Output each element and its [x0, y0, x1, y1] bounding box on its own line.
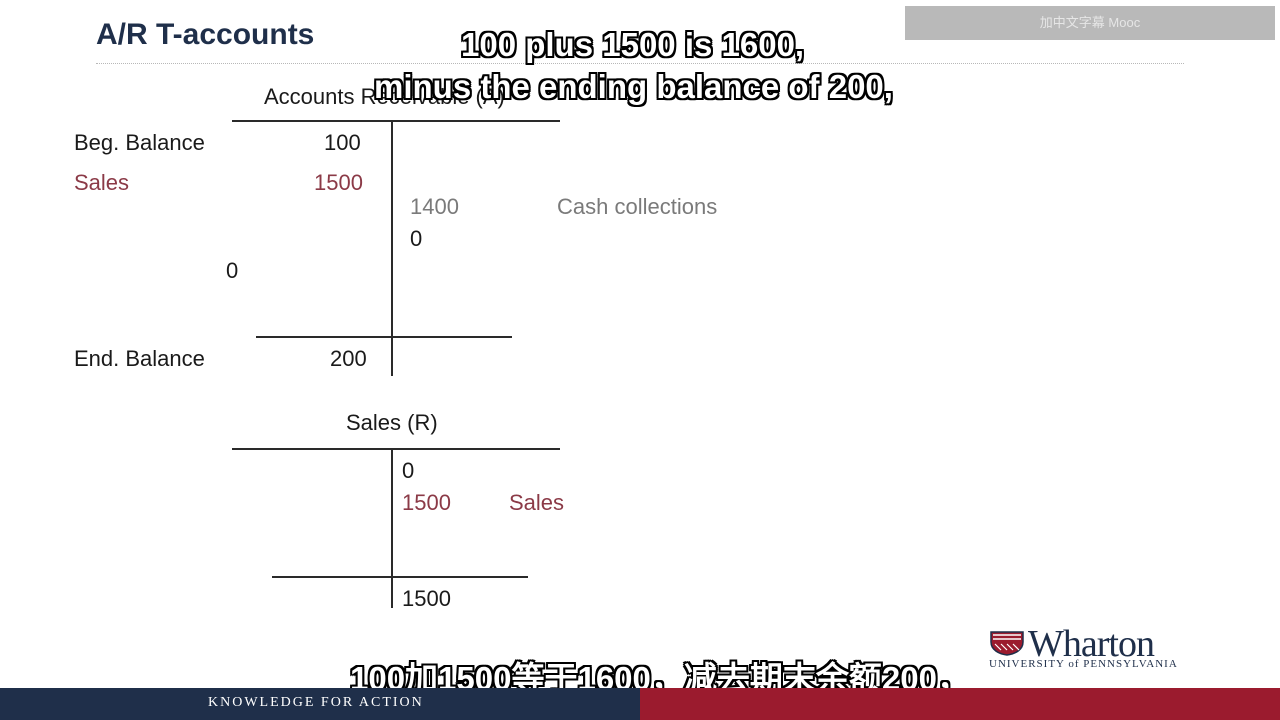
sales-header: Sales (R) [346, 410, 438, 435]
sales-top-line [232, 448, 560, 450]
ar-beg-label: Beg. Balance [74, 130, 205, 155]
title-divider [96, 63, 1184, 64]
sales-credit-zero: 0 [402, 458, 415, 483]
ar-total-line [256, 336, 512, 338]
wharton-logo-wordmark: Wharton [1028, 623, 1155, 665]
subtitle-line-1: 100 plus 1500 is 1600, [461, 26, 805, 63]
ar-end-label: End. Balance [74, 346, 205, 371]
footer-bar-crimson [640, 688, 1280, 720]
watermark: 加中文字幕 Mooc [905, 6, 1275, 40]
sales-total: 1500 [402, 586, 451, 611]
sales-credit-label: Sales [509, 490, 565, 515]
sales-total-line [272, 576, 528, 578]
ar-credit-value: 1400 [410, 194, 459, 219]
subtitle-line-2: minus the ending balance of 200, [374, 68, 893, 105]
ar-credit-zero: 0 [410, 226, 423, 251]
ar-beg-value: 100 [324, 130, 361, 155]
sales-credit-value: 1500 [402, 490, 451, 515]
footer-tagline: KNOWLEDGE FOR ACTION [208, 695, 424, 710]
wharton-shield-icon [990, 631, 1024, 656]
ar-top-line [232, 120, 560, 122]
ar-sales-label: Sales [74, 170, 130, 195]
ar-sales-value: 1500 [314, 170, 363, 195]
ar-header: Accounts Receivable (A) [264, 84, 505, 109]
ar-debit-zero: 0 [226, 258, 239, 283]
wharton-logo-subtitle: UNIVERSITY of PENNSYLVANIA [989, 658, 1178, 670]
footer-bar-navy [0, 688, 640, 720]
ar-vertical-line [391, 122, 393, 376]
ar-end-value: 200 [330, 346, 367, 371]
sales-vertical-line [391, 450, 393, 608]
slide-title: A/R T-accounts [96, 18, 315, 51]
ar-credit-label: Cash collections [557, 194, 718, 219]
